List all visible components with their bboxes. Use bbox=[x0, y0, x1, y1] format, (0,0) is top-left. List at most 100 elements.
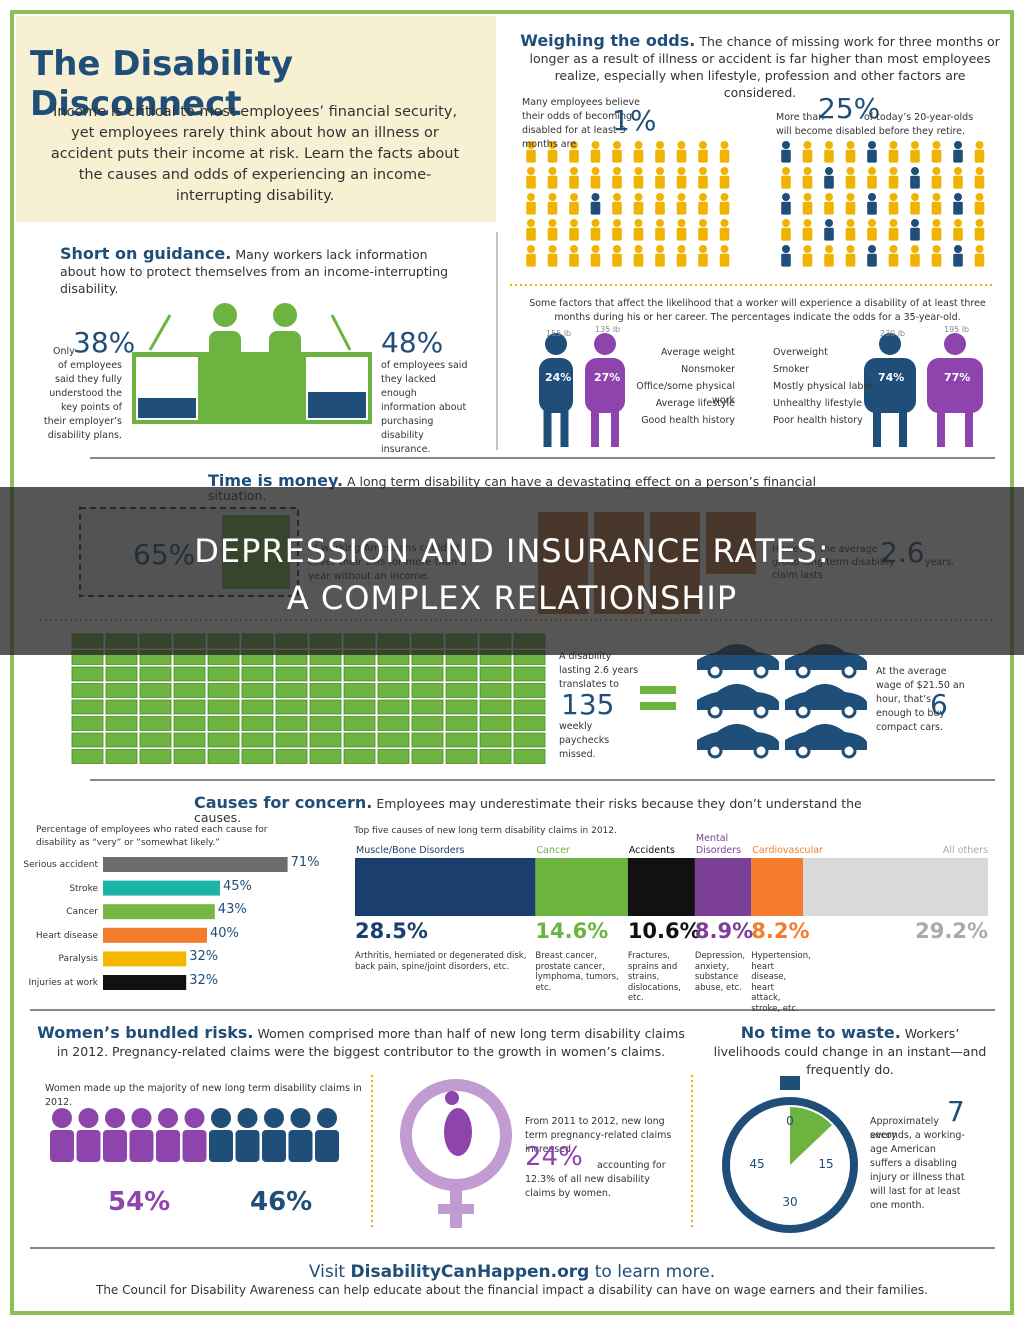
money-bill bbox=[513, 699, 546, 715]
value-label: 8.2% bbox=[751, 919, 810, 943]
person-icon bbox=[846, 245, 855, 253]
person-icon bbox=[867, 201, 877, 215]
chart-caption: Top five causes of new long term disabil… bbox=[354, 826, 617, 836]
person-icon bbox=[888, 175, 899, 189]
money-bill bbox=[309, 716, 342, 731]
person-icon bbox=[802, 253, 813, 267]
person-icon bbox=[889, 141, 898, 149]
person-icon bbox=[655, 227, 665, 241]
odds-text: Many employees believe their odds of bec… bbox=[522, 97, 641, 150]
person-icon bbox=[889, 167, 898, 175]
person-icon bbox=[633, 227, 644, 241]
person-icon bbox=[889, 193, 898, 201]
money-bill bbox=[309, 699, 342, 715]
person-icon bbox=[974, 253, 985, 267]
car-wheel bbox=[795, 703, 811, 719]
money-bill bbox=[105, 716, 138, 731]
category-label: Cancer bbox=[66, 907, 98, 918]
person-icon bbox=[888, 253, 899, 267]
odds-heading: Weighing the odds. The chance of missing… bbox=[520, 32, 1000, 101]
person-icon bbox=[676, 253, 687, 267]
category-label: Stroke bbox=[69, 883, 98, 894]
money-bill bbox=[513, 732, 546, 748]
person-icon bbox=[547, 201, 558, 215]
person-icon bbox=[802, 227, 813, 241]
person-icon bbox=[803, 245, 812, 253]
money-bill bbox=[71, 716, 104, 731]
person-icon bbox=[803, 141, 812, 149]
bar bbox=[103, 951, 187, 967]
bar bbox=[103, 880, 220, 896]
time-text: compact cars. bbox=[876, 722, 944, 733]
odds-label: 24% bbox=[545, 371, 572, 384]
worker bbox=[209, 331, 241, 403]
person-icon bbox=[591, 141, 600, 149]
person-icon bbox=[888, 227, 899, 241]
person-icon bbox=[569, 227, 579, 241]
body-figure bbox=[611, 407, 619, 447]
person-icon bbox=[547, 175, 558, 189]
person-icon bbox=[612, 175, 622, 189]
car-wheel bbox=[753, 663, 769, 679]
person-icon bbox=[911, 193, 919, 201]
money-bill bbox=[207, 683, 240, 698]
person-icon bbox=[911, 167, 919, 175]
person-icon bbox=[655, 149, 665, 163]
person-icon bbox=[782, 141, 790, 149]
pregnant-figure bbox=[445, 1091, 459, 1105]
odds-text: of today’s 20-year-olds will become disa… bbox=[776, 112, 974, 137]
money-bill bbox=[377, 716, 410, 731]
money-bill bbox=[241, 749, 274, 764]
person-icon bbox=[656, 167, 664, 175]
no-time-text: Approximately every bbox=[870, 1116, 939, 1141]
description: Fractures, sprains and strains, dislocat… bbox=[627, 951, 681, 1003]
money-bill bbox=[173, 732, 206, 748]
car-wheel bbox=[795, 663, 811, 679]
body-figure bbox=[543, 407, 552, 447]
person-icon bbox=[569, 149, 579, 163]
bar bbox=[535, 858, 628, 916]
person-icon bbox=[105, 1108, 125, 1128]
person-icon bbox=[845, 253, 856, 267]
bar bbox=[751, 858, 804, 916]
person-icon bbox=[570, 167, 578, 175]
person-icon bbox=[634, 245, 643, 253]
value-label: 45% bbox=[223, 878, 252, 894]
person-icon bbox=[824, 227, 834, 241]
title: The Disability Disconnect bbox=[30, 44, 294, 124]
money-bill bbox=[71, 666, 104, 682]
person-icon bbox=[974, 149, 985, 163]
dial-label: 45 bbox=[749, 1157, 765, 1171]
category-label: Heart disease bbox=[35, 930, 98, 941]
person-icon bbox=[931, 227, 942, 241]
money-bill bbox=[105, 732, 138, 748]
pregnant-figure bbox=[444, 1108, 472, 1156]
body-figure bbox=[899, 407, 907, 447]
body-figure bbox=[585, 358, 625, 413]
person-icon bbox=[677, 193, 686, 201]
money-bill bbox=[411, 683, 444, 698]
guidance-text: of employees said they fully understood … bbox=[43, 360, 122, 441]
person-icon bbox=[526, 149, 536, 163]
person-icon bbox=[825, 245, 833, 253]
money-bill bbox=[411, 699, 444, 715]
person-icon bbox=[954, 167, 962, 175]
footer-link: Visit DisabilityCanHappen.org to learn m… bbox=[0, 1262, 1024, 1282]
guidance-figure: 48% bbox=[381, 326, 444, 359]
causes-heading: Causes for concern. Employees may undere… bbox=[194, 795, 894, 825]
category-label: All others bbox=[942, 845, 988, 856]
person-icon bbox=[867, 253, 877, 267]
money-bill bbox=[343, 749, 376, 764]
person-icon bbox=[570, 245, 578, 253]
female-symbol bbox=[400, 1079, 512, 1191]
money-bill bbox=[275, 732, 308, 748]
person-icon bbox=[634, 193, 643, 201]
person-icon bbox=[633, 175, 644, 189]
person-icon bbox=[158, 1108, 178, 1128]
money-bill bbox=[377, 666, 410, 682]
person-icon bbox=[613, 219, 621, 227]
money-bill bbox=[479, 699, 512, 715]
person-icon bbox=[888, 201, 899, 215]
value-label: 8.9% bbox=[694, 919, 754, 943]
person-icon bbox=[676, 175, 687, 189]
